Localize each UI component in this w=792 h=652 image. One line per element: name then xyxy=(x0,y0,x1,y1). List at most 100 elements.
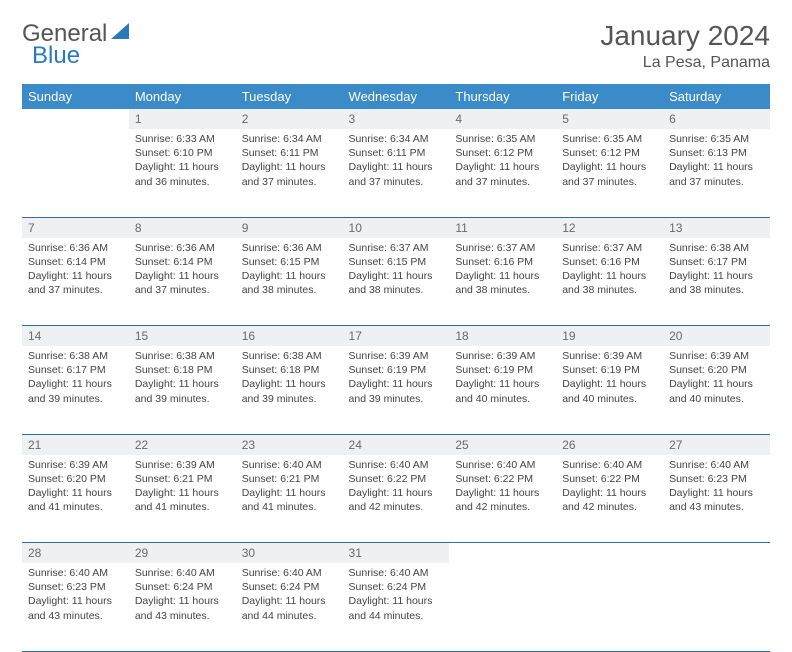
sunset-text: Sunset: 6:17 PM xyxy=(669,255,764,269)
daylight-text-2: and 42 minutes. xyxy=(455,500,550,514)
daylight-text-2: and 41 minutes. xyxy=(242,500,337,514)
daylight-text-2: and 41 minutes. xyxy=(28,500,123,514)
sunrise-text: Sunrise: 6:40 AM xyxy=(28,566,123,580)
daylight-text: Daylight: 11 hours xyxy=(349,160,444,174)
daylight-text: Daylight: 11 hours xyxy=(349,594,444,608)
daylight-text-2: and 37 minutes. xyxy=(455,175,550,189)
sun-info: Sunrise: 6:39 AMSunset: 6:19 PMDaylight:… xyxy=(449,346,556,412)
daylight-text-2: and 43 minutes. xyxy=(669,500,764,514)
daylight-text: Daylight: 11 hours xyxy=(135,594,230,608)
calendar-cell: Sunrise: 6:34 AMSunset: 6:11 PMDaylight:… xyxy=(343,129,450,217)
day-number: 19 xyxy=(556,326,663,347)
sun-info: Sunrise: 6:34 AMSunset: 6:11 PMDaylight:… xyxy=(236,129,343,195)
sunrise-text: Sunrise: 6:33 AM xyxy=(135,132,230,146)
daylight-text: Daylight: 11 hours xyxy=(349,269,444,283)
sunset-text: Sunset: 6:10 PM xyxy=(135,146,230,160)
calendar-cell: Sunrise: 6:39 AMSunset: 6:19 PMDaylight:… xyxy=(343,346,450,434)
sunset-text: Sunset: 6:16 PM xyxy=(455,255,550,269)
daylight-text-2: and 38 minutes. xyxy=(455,283,550,297)
weekday-header-row: Sunday Monday Tuesday Wednesday Thursday… xyxy=(22,84,770,109)
sunset-text: Sunset: 6:19 PM xyxy=(562,363,657,377)
daylight-text-2: and 38 minutes. xyxy=(349,283,444,297)
sun-info: Sunrise: 6:40 AMSunset: 6:22 PMDaylight:… xyxy=(556,455,663,521)
sunrise-text: Sunrise: 6:37 AM xyxy=(455,241,550,255)
daylight-text-2: and 39 minutes. xyxy=(135,392,230,406)
calendar-cell: Sunrise: 6:40 AMSunset: 6:24 PMDaylight:… xyxy=(129,563,236,651)
sun-info: Sunrise: 6:39 AMSunset: 6:20 PMDaylight:… xyxy=(22,455,129,521)
calendar-cell: Sunrise: 6:40 AMSunset: 6:22 PMDaylight:… xyxy=(556,455,663,543)
sun-info: Sunrise: 6:33 AMSunset: 6:10 PMDaylight:… xyxy=(129,129,236,195)
day-number: 16 xyxy=(236,326,343,347)
daylight-text-2: and 37 minutes. xyxy=(28,283,123,297)
day-number: 23 xyxy=(236,434,343,455)
sun-info: Sunrise: 6:39 AMSunset: 6:19 PMDaylight:… xyxy=(556,346,663,412)
sunset-text: Sunset: 6:24 PM xyxy=(242,580,337,594)
sunrise-text: Sunrise: 6:40 AM xyxy=(135,566,230,580)
day-number: 24 xyxy=(343,434,450,455)
daylight-text-2: and 43 minutes. xyxy=(28,609,123,623)
sunset-text: Sunset: 6:16 PM xyxy=(562,255,657,269)
sunrise-text: Sunrise: 6:40 AM xyxy=(669,458,764,472)
sunrise-text: Sunrise: 6:40 AM xyxy=(455,458,550,472)
daylight-text-2: and 40 minutes. xyxy=(669,392,764,406)
day-content-row: Sunrise: 6:39 AMSunset: 6:20 PMDaylight:… xyxy=(22,455,770,543)
daylight-text: Daylight: 11 hours xyxy=(349,377,444,391)
daylight-text: Daylight: 11 hours xyxy=(562,377,657,391)
sun-info: Sunrise: 6:39 AMSunset: 6:19 PMDaylight:… xyxy=(343,346,450,412)
sunset-text: Sunset: 6:22 PM xyxy=(562,472,657,486)
sun-info: Sunrise: 6:40 AMSunset: 6:23 PMDaylight:… xyxy=(663,455,770,521)
daylight-text-2: and 37 minutes. xyxy=(349,175,444,189)
sun-info: Sunrise: 6:40 AMSunset: 6:24 PMDaylight:… xyxy=(129,563,236,629)
daylight-text: Daylight: 11 hours xyxy=(135,160,230,174)
sunrise-text: Sunrise: 6:34 AM xyxy=(242,132,337,146)
daylight-text: Daylight: 11 hours xyxy=(28,486,123,500)
day-number: 3 xyxy=(343,109,450,129)
sun-info: Sunrise: 6:37 AMSunset: 6:15 PMDaylight:… xyxy=(343,238,450,304)
logo-sail-icon xyxy=(109,20,131,48)
daylight-text-2: and 43 minutes. xyxy=(135,609,230,623)
calendar-cell: Sunrise: 6:40 AMSunset: 6:22 PMDaylight:… xyxy=(343,455,450,543)
sunrise-text: Sunrise: 6:37 AM xyxy=(349,241,444,255)
daylight-text-2: and 37 minutes. xyxy=(242,175,337,189)
sunrise-text: Sunrise: 6:38 AM xyxy=(242,349,337,363)
title-block: January 2024 La Pesa, Panama xyxy=(600,20,770,72)
calendar-cell: Sunrise: 6:39 AMSunset: 6:19 PMDaylight:… xyxy=(449,346,556,434)
weekday-header: Sunday xyxy=(22,84,129,109)
sunrise-text: Sunrise: 6:39 AM xyxy=(669,349,764,363)
calendar-cell: Sunrise: 6:38 AMSunset: 6:17 PMDaylight:… xyxy=(22,346,129,434)
daylight-text-2: and 38 minutes. xyxy=(562,283,657,297)
calendar-table: Sunday Monday Tuesday Wednesday Thursday… xyxy=(22,84,770,652)
sunset-text: Sunset: 6:22 PM xyxy=(349,472,444,486)
sunrise-text: Sunrise: 6:40 AM xyxy=(562,458,657,472)
day-content-row: Sunrise: 6:36 AMSunset: 6:14 PMDaylight:… xyxy=(22,238,770,326)
sunrise-text: Sunrise: 6:36 AM xyxy=(28,241,123,255)
sunset-text: Sunset: 6:21 PM xyxy=(135,472,230,486)
daylight-text-2: and 44 minutes. xyxy=(242,609,337,623)
daylight-text: Daylight: 11 hours xyxy=(28,377,123,391)
day-number-row: 14151617181920 xyxy=(22,326,770,347)
sun-info: Sunrise: 6:38 AMSunset: 6:17 PMDaylight:… xyxy=(663,238,770,304)
daylight-text: Daylight: 11 hours xyxy=(28,594,123,608)
day-number: 20 xyxy=(663,326,770,347)
daylight-text-2: and 39 minutes. xyxy=(242,392,337,406)
calendar-cell xyxy=(22,129,129,217)
daylight-text: Daylight: 11 hours xyxy=(242,486,337,500)
sunset-text: Sunset: 6:20 PM xyxy=(28,472,123,486)
calendar-cell: Sunrise: 6:40 AMSunset: 6:24 PMDaylight:… xyxy=(236,563,343,651)
weekday-header: Saturday xyxy=(663,84,770,109)
calendar-cell: Sunrise: 6:39 AMSunset: 6:20 PMDaylight:… xyxy=(22,455,129,543)
sun-info: Sunrise: 6:35 AMSunset: 6:12 PMDaylight:… xyxy=(449,129,556,195)
day-number: 12 xyxy=(556,217,663,238)
sunrise-text: Sunrise: 6:37 AM xyxy=(562,241,657,255)
daylight-text-2: and 39 minutes. xyxy=(349,392,444,406)
sunrise-text: Sunrise: 6:39 AM xyxy=(562,349,657,363)
page-header: General January 2024 La Pesa, Panama xyxy=(22,20,770,72)
calendar-cell: Sunrise: 6:36 AMSunset: 6:14 PMDaylight:… xyxy=(22,238,129,326)
calendar-cell: Sunrise: 6:40 AMSunset: 6:23 PMDaylight:… xyxy=(663,455,770,543)
weekday-header: Thursday xyxy=(449,84,556,109)
day-number: 4 xyxy=(449,109,556,129)
sun-info: Sunrise: 6:36 AMSunset: 6:14 PMDaylight:… xyxy=(22,238,129,304)
sunrise-text: Sunrise: 6:38 AM xyxy=(135,349,230,363)
day-number xyxy=(556,543,663,564)
sunrise-text: Sunrise: 6:40 AM xyxy=(349,458,444,472)
